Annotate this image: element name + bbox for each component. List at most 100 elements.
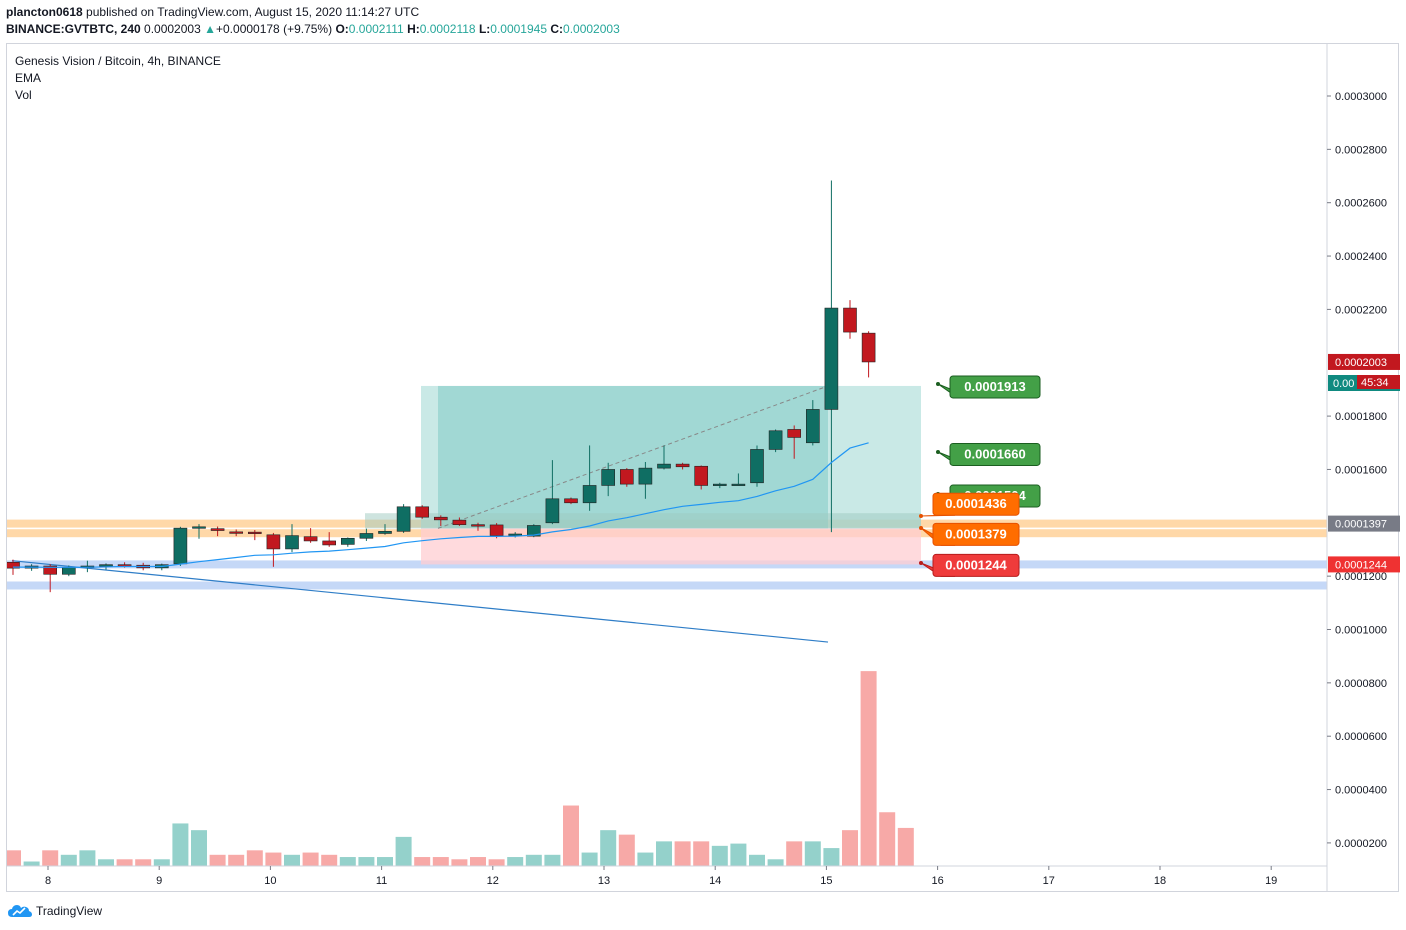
publish-line: plancton0618 published on TradingView.co… [6,5,419,19]
candle-body [601,469,616,486]
time-tick-label: 15 [820,875,832,887]
candle-body [694,465,709,486]
volume-bar [637,852,654,866]
axis-price-label: 0.0001397 [1335,519,1387,531]
volume-bar [191,830,207,866]
candle-body [805,409,820,444]
price-callout: 0.0001913 [936,375,1041,399]
tradingview-brand: TradingView [36,904,103,918]
volume-bar [451,859,468,866]
candle-body [545,498,560,524]
countdown-timer-bg [1357,375,1400,389]
volume-bar [135,859,152,866]
candle-body [99,564,113,567]
candle-body [564,498,578,504]
callout-label: 0.0001244 [945,557,1007,572]
callout-anchor [919,514,923,518]
chart-legend: Genesis Vision / Bitcoin, 4h, BINANCE EM… [15,53,221,104]
volume-bar [414,857,431,866]
high-value: 0.0002118 [419,22,476,36]
callout-box [932,553,1020,577]
volume-bar [153,859,170,866]
tradingview-logo[interactable]: TradingView [8,903,102,919]
callout-anchor [919,561,923,565]
low-value: 0.0001945 [490,22,547,36]
volume-bar [879,812,896,866]
candle-body [787,429,802,438]
callout-anchor [936,450,940,454]
time-tick-label: 12 [487,875,499,887]
price-tick-label: 0.0000600 [1335,731,1387,743]
dashed-path-line [437,385,829,529]
close-value: 0.0002003 [563,22,620,36]
volume-bar [60,854,77,866]
price-tick-label: 0.0001200 [1335,571,1387,583]
candle-body [303,536,318,542]
volume-bar [172,823,189,866]
candle-body [452,519,467,525]
candle-body [359,533,374,539]
published-text: published on TradingView.com, August 15,… [86,5,420,19]
legend-vol[interactable]: Vol [15,88,32,102]
callout-box [949,375,1041,399]
volume-bar [42,850,59,866]
volume-bar [804,841,821,866]
legend-title[interactable]: Genesis Vision / Bitcoin, 4h, BINANCE [15,54,221,68]
volume-bar [860,671,877,866]
legend-ema[interactable]: EMA [15,71,42,85]
trend-line [11,560,829,643]
last-price: 0.0002003 [144,22,201,36]
candle-body [843,307,857,333]
candle-body [489,524,504,536]
callout-anchor [936,382,940,386]
axis-price-label: 0.0001244 [1335,559,1387,571]
time-tick-label: 17 [1043,875,1055,887]
volume-bar [7,850,21,866]
volume-bar [581,852,598,866]
volume-bar [79,850,96,866]
volume-bar [321,854,338,866]
candle-body [340,537,355,545]
volume-bar [842,830,858,866]
price-tick-label: 0.0002200 [1335,304,1387,316]
volume-bar [507,857,524,866]
price-callout: 0.0001244 [919,553,1020,577]
volume-bar [358,857,375,866]
volume-bar [897,827,914,866]
volume-bar [730,843,747,866]
author-name[interactable]: plancton0618 [6,5,83,19]
candle-body [415,506,430,518]
price-tick-label: 0.0001600 [1335,464,1387,476]
change-value: +0.0000178 (+9.75%) [216,22,333,36]
price-tick-label: 0.0002400 [1335,251,1387,263]
chart-frame[interactable] [6,43,1399,892]
open-value: 0.0002111 [348,22,404,36]
time-tick-label: 13 [598,875,610,887]
price-tick-label: 0.0001000 [1335,625,1387,637]
candle-body [619,469,634,485]
callout-anchor [919,526,923,530]
candle-body [433,516,448,521]
volume-bar [284,854,300,866]
time-tick-label: 11 [376,875,387,887]
volume-bar [302,852,319,866]
axis-price-label-bg [1328,556,1400,573]
time-tick-label: 16 [931,875,943,887]
volume-bar [674,841,691,866]
price-callout: 0.0001436 [919,492,1020,518]
callout-box [932,492,1020,516]
candle-body [824,307,839,410]
candle-body [768,430,783,450]
candle-body [396,506,411,532]
volume-bar [656,841,672,866]
horizontal-zone-2 [7,560,1327,569]
candle-body [731,483,746,486]
candle-body [61,567,76,575]
volume-bar [749,854,765,866]
price-tick-label: 0.0000800 [1335,678,1387,690]
price-callout: 0.0001379 [919,522,1020,546]
price-tick-label: 0.0002800 [1335,144,1387,156]
candle-body [582,485,597,504]
time-tick-label: 14 [709,875,721,887]
